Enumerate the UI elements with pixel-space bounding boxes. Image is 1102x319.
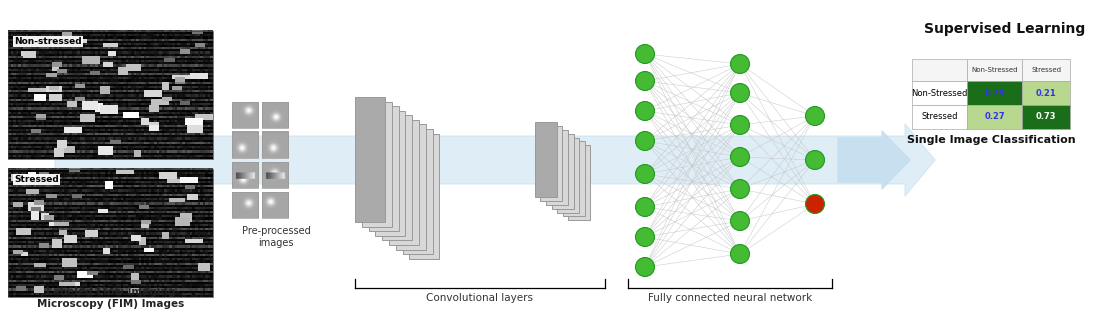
Bar [233, 102, 258, 128]
Bar [262, 132, 288, 158]
Bar [912, 59, 966, 81]
Bar [262, 162, 288, 188]
Text: Fully connected neural network: Fully connected neural network [648, 293, 812, 303]
Bar [557, 138, 579, 213]
Bar [8, 169, 213, 297]
Bar [966, 59, 1022, 81]
Bar [1022, 105, 1070, 129]
Text: Non-Stressed: Non-Stressed [911, 88, 968, 98]
Bar [355, 98, 385, 222]
Bar [233, 192, 258, 218]
Text: 0.21: 0.21 [1036, 88, 1057, 98]
Text: Single Image Classification: Single Image Classification [907, 135, 1076, 145]
Bar [1022, 81, 1070, 105]
Bar [382, 115, 412, 241]
Text: Pre-processed
images: Pre-processed images [241, 226, 311, 248]
Circle shape [731, 55, 749, 73]
Bar [534, 122, 557, 197]
FancyArrow shape [55, 124, 934, 196]
Bar [376, 111, 406, 236]
Bar [912, 105, 966, 129]
Bar [389, 120, 419, 245]
Bar [540, 126, 562, 201]
Circle shape [636, 257, 655, 277]
Circle shape [806, 107, 824, 125]
Circle shape [636, 71, 655, 91]
Circle shape [806, 151, 824, 169]
Text: Non-stressed: Non-stressed [14, 37, 82, 46]
Circle shape [636, 131, 655, 151]
Text: Supervised Learning: Supervised Learning [925, 22, 1085, 36]
Circle shape [731, 211, 749, 231]
Text: Stressed: Stressed [14, 175, 58, 184]
Bar [368, 107, 399, 232]
Text: Stressed: Stressed [1031, 67, 1061, 73]
Circle shape [806, 195, 824, 213]
Bar [8, 31, 213, 159]
Bar [233, 132, 258, 158]
Circle shape [731, 147, 749, 167]
Bar [562, 142, 584, 217]
Bar [361, 102, 392, 227]
Circle shape [636, 101, 655, 121]
Text: 0.79: 0.79 [984, 88, 1005, 98]
Circle shape [731, 180, 749, 198]
Bar [966, 105, 1022, 129]
Bar [1022, 59, 1070, 81]
FancyArrow shape [838, 131, 910, 189]
Text: Stressed: Stressed [921, 113, 958, 122]
Bar [966, 81, 1022, 105]
Text: Non-Stressed: Non-Stressed [971, 67, 1018, 73]
Bar [262, 102, 288, 128]
Bar [396, 124, 425, 249]
Bar [912, 81, 966, 105]
Circle shape [636, 227, 655, 247]
Circle shape [731, 84, 749, 102]
Bar [402, 129, 433, 254]
Circle shape [731, 115, 749, 135]
Bar [545, 130, 568, 205]
Text: Labeled Flow Imaging
Microscopy (FIM) Images: Labeled Flow Imaging Microscopy (FIM) Im… [36, 287, 184, 309]
Bar [551, 134, 573, 209]
Bar [262, 192, 288, 218]
Circle shape [636, 44, 655, 63]
Circle shape [636, 165, 655, 183]
Text: 0.27: 0.27 [984, 113, 1005, 122]
Bar [410, 133, 440, 258]
Circle shape [731, 244, 749, 263]
Text: Convolutional layers: Convolutional layers [426, 293, 533, 303]
Bar [233, 162, 258, 188]
Circle shape [636, 197, 655, 217]
Bar [568, 145, 590, 220]
Text: 0.73: 0.73 [1036, 113, 1056, 122]
